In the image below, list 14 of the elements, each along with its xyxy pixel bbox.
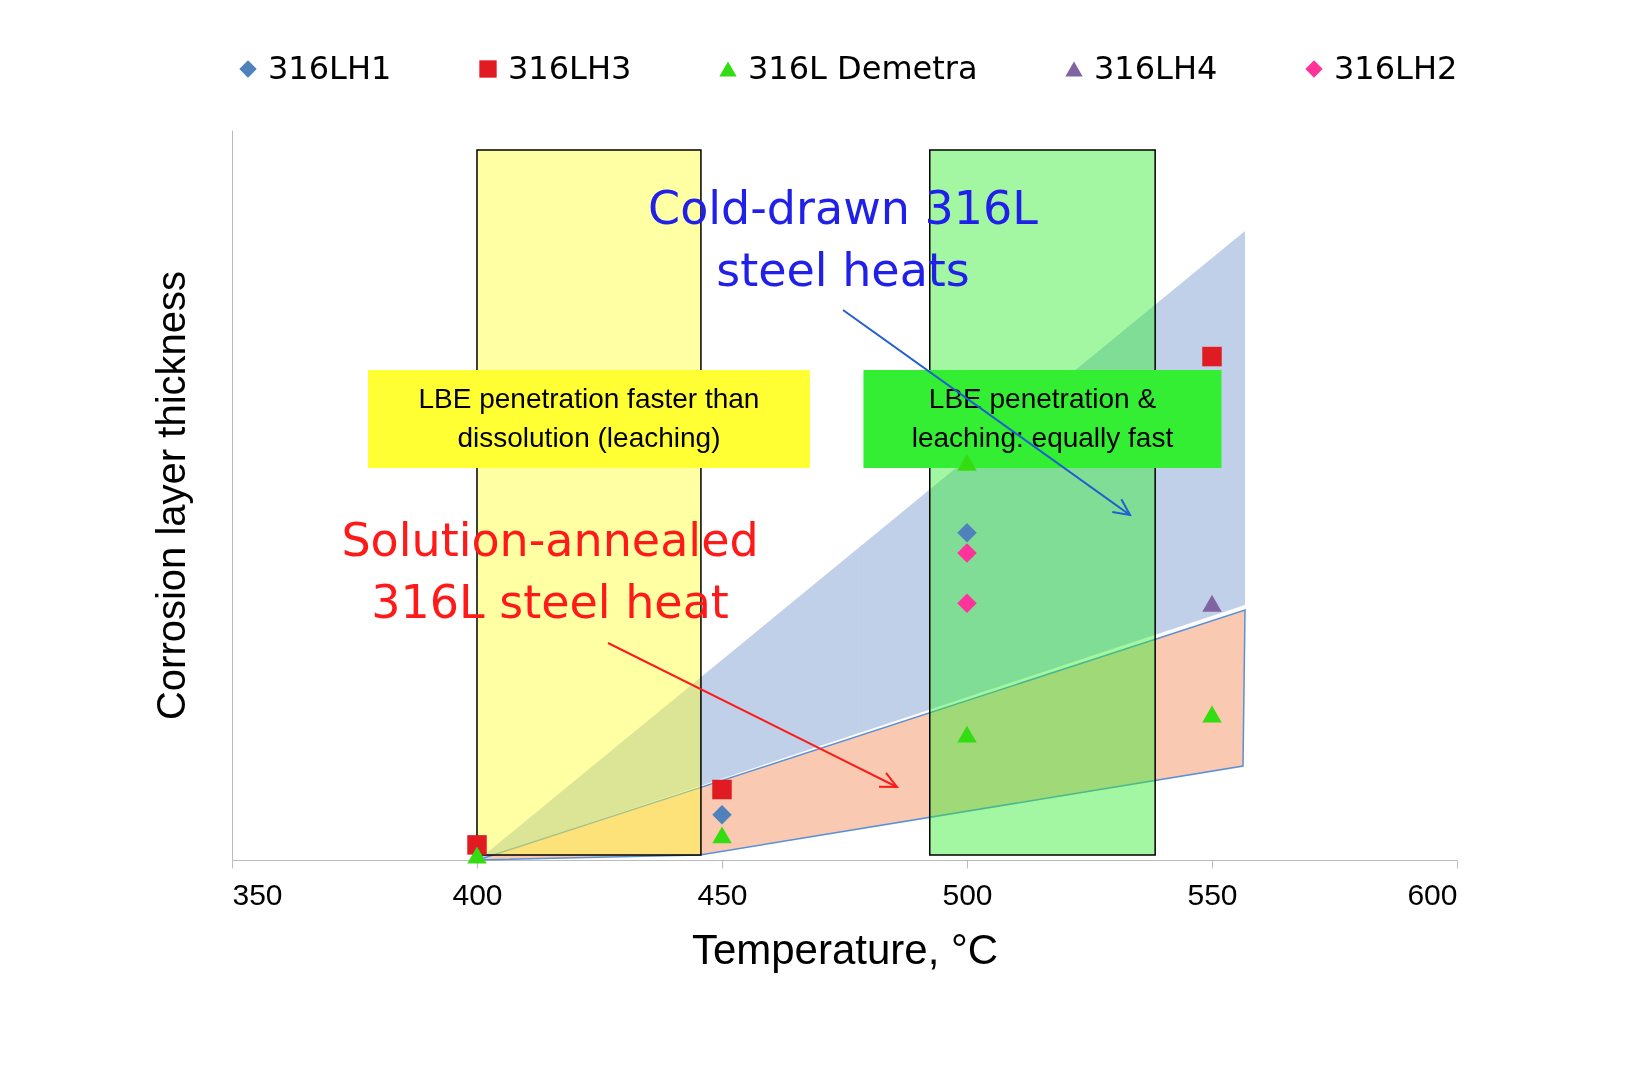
x-tick-label: 450 bbox=[697, 877, 748, 911]
legend-label: 316LH3 bbox=[508, 49, 632, 87]
x-tick-label: 400 bbox=[452, 877, 503, 911]
legend-label: 316LH4 bbox=[1094, 49, 1218, 87]
legend-label: 316LH2 bbox=[1334, 49, 1458, 87]
x-axis-title: Temperature, °C bbox=[691, 925, 999, 973]
x-tick-label: 600 bbox=[1407, 877, 1458, 911]
y-axis-title: Corrosion layer thickness bbox=[148, 270, 193, 721]
x-tick-label: 550 bbox=[1187, 877, 1238, 911]
legend-label: 316L Demetra bbox=[748, 49, 978, 87]
legend-label: 316LH1 bbox=[268, 49, 392, 87]
x-tick-label: 350 bbox=[232, 877, 283, 911]
x-tick-label: 500 bbox=[942, 877, 993, 911]
band-label: LBE penetration faster than dissolution (leaching) bbox=[418, 383, 760, 453]
